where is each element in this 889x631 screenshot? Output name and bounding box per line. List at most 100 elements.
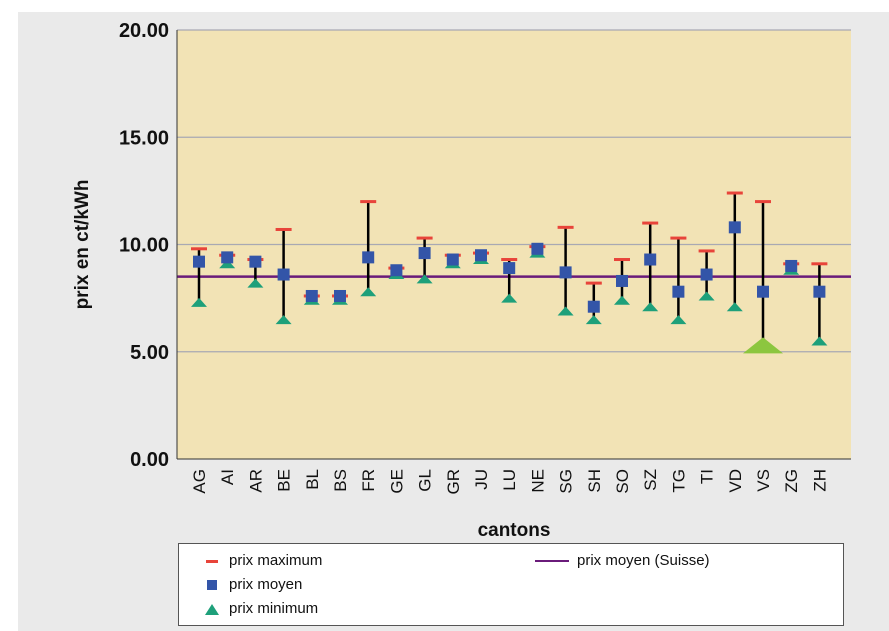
mean-marker bbox=[644, 253, 657, 266]
x-axis-label: cantons bbox=[478, 520, 551, 541]
min-marker bbox=[698, 291, 715, 301]
min-marker bbox=[614, 295, 630, 305]
max-marker bbox=[585, 281, 602, 285]
mean-marker bbox=[362, 251, 375, 264]
min-marker bbox=[416, 274, 433, 284]
mean-marker bbox=[305, 289, 318, 302]
max-marker bbox=[416, 236, 433, 240]
mean-marker bbox=[587, 300, 600, 313]
mean-marker bbox=[446, 253, 459, 266]
x-tick-label: AR bbox=[246, 469, 265, 493]
mean-marker bbox=[249, 255, 262, 268]
x-tick-label: AG bbox=[190, 469, 209, 494]
mean-marker bbox=[475, 249, 487, 262]
legend: prix maximum prix moyen prix minimum pri… bbox=[178, 543, 844, 626]
min-marker bbox=[557, 306, 574, 316]
x-tick-label: VS bbox=[754, 469, 773, 492]
x-tick-label: GL bbox=[416, 469, 435, 492]
max-marker bbox=[360, 200, 377, 204]
min-marker bbox=[275, 315, 292, 325]
max-marker bbox=[557, 225, 574, 229]
min-marker bbox=[501, 293, 518, 303]
x-tick-label: FR bbox=[359, 469, 378, 492]
y-tick-label: 0.00 bbox=[130, 449, 169, 471]
mean-marker bbox=[672, 285, 685, 298]
min-marker bbox=[811, 336, 828, 346]
max-marker bbox=[726, 191, 743, 195]
x-tick-label: BL bbox=[303, 469, 322, 490]
x-tick-label: SO bbox=[613, 469, 632, 494]
mean-marker bbox=[785, 259, 798, 272]
y-tick-label: 20.00 bbox=[119, 20, 169, 42]
max-marker bbox=[501, 258, 518, 262]
mean-marker bbox=[531, 242, 544, 255]
x-tick-label: SH bbox=[585, 469, 604, 493]
min-marker bbox=[247, 278, 264, 288]
data-marks bbox=[191, 191, 828, 354]
x-tick-label: SG bbox=[557, 469, 576, 494]
y-tick-label: 15.00 bbox=[119, 127, 169, 149]
chart-frame: 0.00 5.00 10.00 15.00 20.00 AG AI AR BE BL BS FR GE G… bbox=[18, 12, 889, 631]
x-tick-label: GE bbox=[387, 469, 406, 494]
mean-marker bbox=[616, 274, 628, 287]
mean-marker bbox=[334, 289, 346, 302]
min-marker bbox=[726, 302, 743, 312]
mean-marker bbox=[700, 268, 713, 281]
x-tick-label: TI bbox=[698, 469, 717, 484]
mean-marker bbox=[757, 285, 769, 298]
mean-marker bbox=[559, 266, 572, 279]
mean-marker bbox=[503, 262, 516, 275]
x-tick-label: BE bbox=[275, 469, 294, 492]
y-tick-label: 10.00 bbox=[119, 235, 169, 257]
chart-canvas: 0.00 5.00 10.00 15.00 20.00 AG AI AR BE BL BS FR GE G… bbox=[72, 20, 851, 541]
max-marker bbox=[614, 258, 630, 262]
avg-line-icon bbox=[535, 554, 571, 568]
grid-lines bbox=[177, 29, 851, 353]
min-marker bbox=[191, 297, 207, 307]
min-marker bbox=[360, 287, 377, 297]
mean-marker bbox=[193, 255, 205, 268]
y-axis-label: prix en ct/kWh bbox=[72, 180, 93, 310]
max-dash-icon bbox=[201, 554, 223, 568]
mean-marker bbox=[277, 268, 290, 281]
legend-item-min: prix minimum bbox=[201, 600, 318, 617]
mean-marker bbox=[728, 221, 741, 234]
mean-marker bbox=[813, 285, 826, 298]
min-marker bbox=[585, 315, 602, 325]
max-marker bbox=[275, 227, 292, 231]
max-marker bbox=[670, 236, 687, 240]
max-marker bbox=[642, 221, 659, 225]
legend-label-min: prix minimum bbox=[229, 600, 319, 617]
x-tick-label: AI bbox=[218, 469, 237, 485]
x-tick-label: BS bbox=[331, 469, 350, 492]
min-marker bbox=[219, 259, 236, 269]
legend-item-max: prix maximum bbox=[201, 552, 322, 569]
max-marker bbox=[698, 249, 715, 253]
legend-label-max: prix maximum bbox=[229, 552, 323, 569]
max-marker bbox=[755, 200, 771, 204]
x-tick-label: SZ bbox=[641, 469, 660, 491]
mean-square-icon bbox=[201, 578, 223, 592]
max-marker bbox=[811, 262, 828, 266]
min-triangle-icon bbox=[201, 602, 223, 616]
min-marker bbox=[670, 315, 687, 325]
legend-label-avg: prix moyen (Suisse) bbox=[577, 552, 710, 569]
mean-marker bbox=[221, 251, 234, 264]
x-tick-label: GR bbox=[444, 469, 463, 495]
mean-marker bbox=[390, 264, 403, 277]
x-tick-label: TG bbox=[669, 469, 688, 493]
x-tick-label: JU bbox=[472, 469, 491, 490]
x-tick-label: VD bbox=[726, 469, 745, 493]
legend-item-avg: prix moyen (Suisse) bbox=[535, 552, 710, 569]
legend-label-mean: prix moyen bbox=[229, 576, 303, 593]
min-marker bbox=[743, 337, 783, 354]
legend-item-mean: prix moyen bbox=[201, 576, 302, 593]
x-tick-label: LU bbox=[500, 469, 519, 491]
y-tick-label: 5.00 bbox=[130, 342, 169, 364]
x-tick-label: ZH bbox=[810, 469, 829, 492]
x-tick-label: ZG bbox=[782, 469, 801, 493]
axes: 0.00 5.00 10.00 15.00 20.00 AG AI AR BE BL BS FR GE G… bbox=[119, 20, 851, 495]
mean-marker bbox=[418, 247, 431, 260]
x-tick-label: NE bbox=[528, 469, 547, 493]
min-marker bbox=[642, 302, 659, 312]
